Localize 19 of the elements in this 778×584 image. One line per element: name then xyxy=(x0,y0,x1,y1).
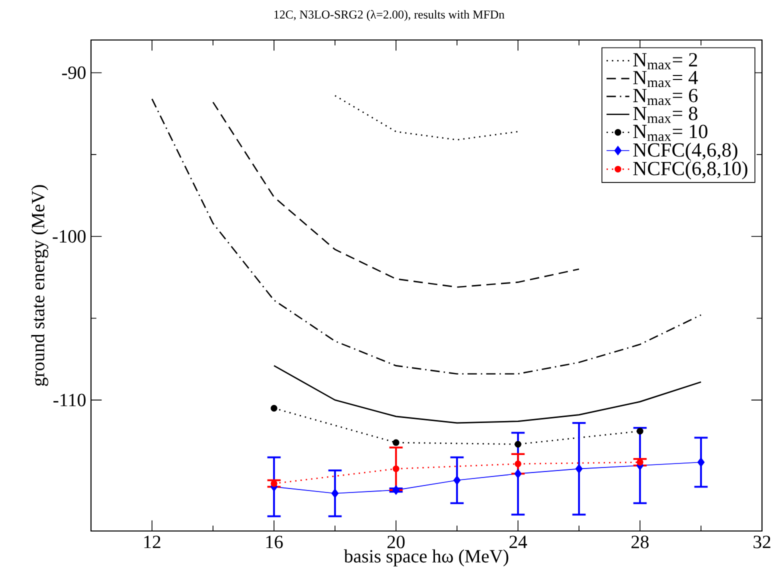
x-tick-label: 28 xyxy=(631,536,649,548)
legend-label: NCFC(6,8,10) xyxy=(633,161,748,180)
y-tick-label: -110 xyxy=(53,394,86,406)
y-axis-title: ground state energy (MeV) xyxy=(31,185,48,386)
x-tick-label: 16 xyxy=(266,536,283,548)
y-tick-label: -100 xyxy=(52,230,86,243)
legend-label: N$_{max}$= 10 xyxy=(633,124,708,142)
x-tick-label: 32 xyxy=(754,536,770,548)
x-axis-title: basis space hω (MeV) xyxy=(344,549,508,566)
legend-label: N$_{max}$= 8 xyxy=(633,106,698,124)
legend-label: N$_{max}$= 4 xyxy=(633,71,698,88)
chart-title: 12C, N3LO-SRG2 (λ=2.00), results with MFDn xyxy=(274,10,504,22)
y-tick-label: -90 xyxy=(62,66,86,80)
legend-label: N$_{max}$= 2 xyxy=(633,53,698,70)
x-tick-label: 20 xyxy=(387,536,405,548)
legend-label: NCFC(4,6,8) xyxy=(633,142,738,161)
x-tick-label: 24 xyxy=(509,536,528,548)
legend-label: N$_{max}$= 6 xyxy=(633,88,698,106)
x-tick-label: 12 xyxy=(144,536,160,548)
